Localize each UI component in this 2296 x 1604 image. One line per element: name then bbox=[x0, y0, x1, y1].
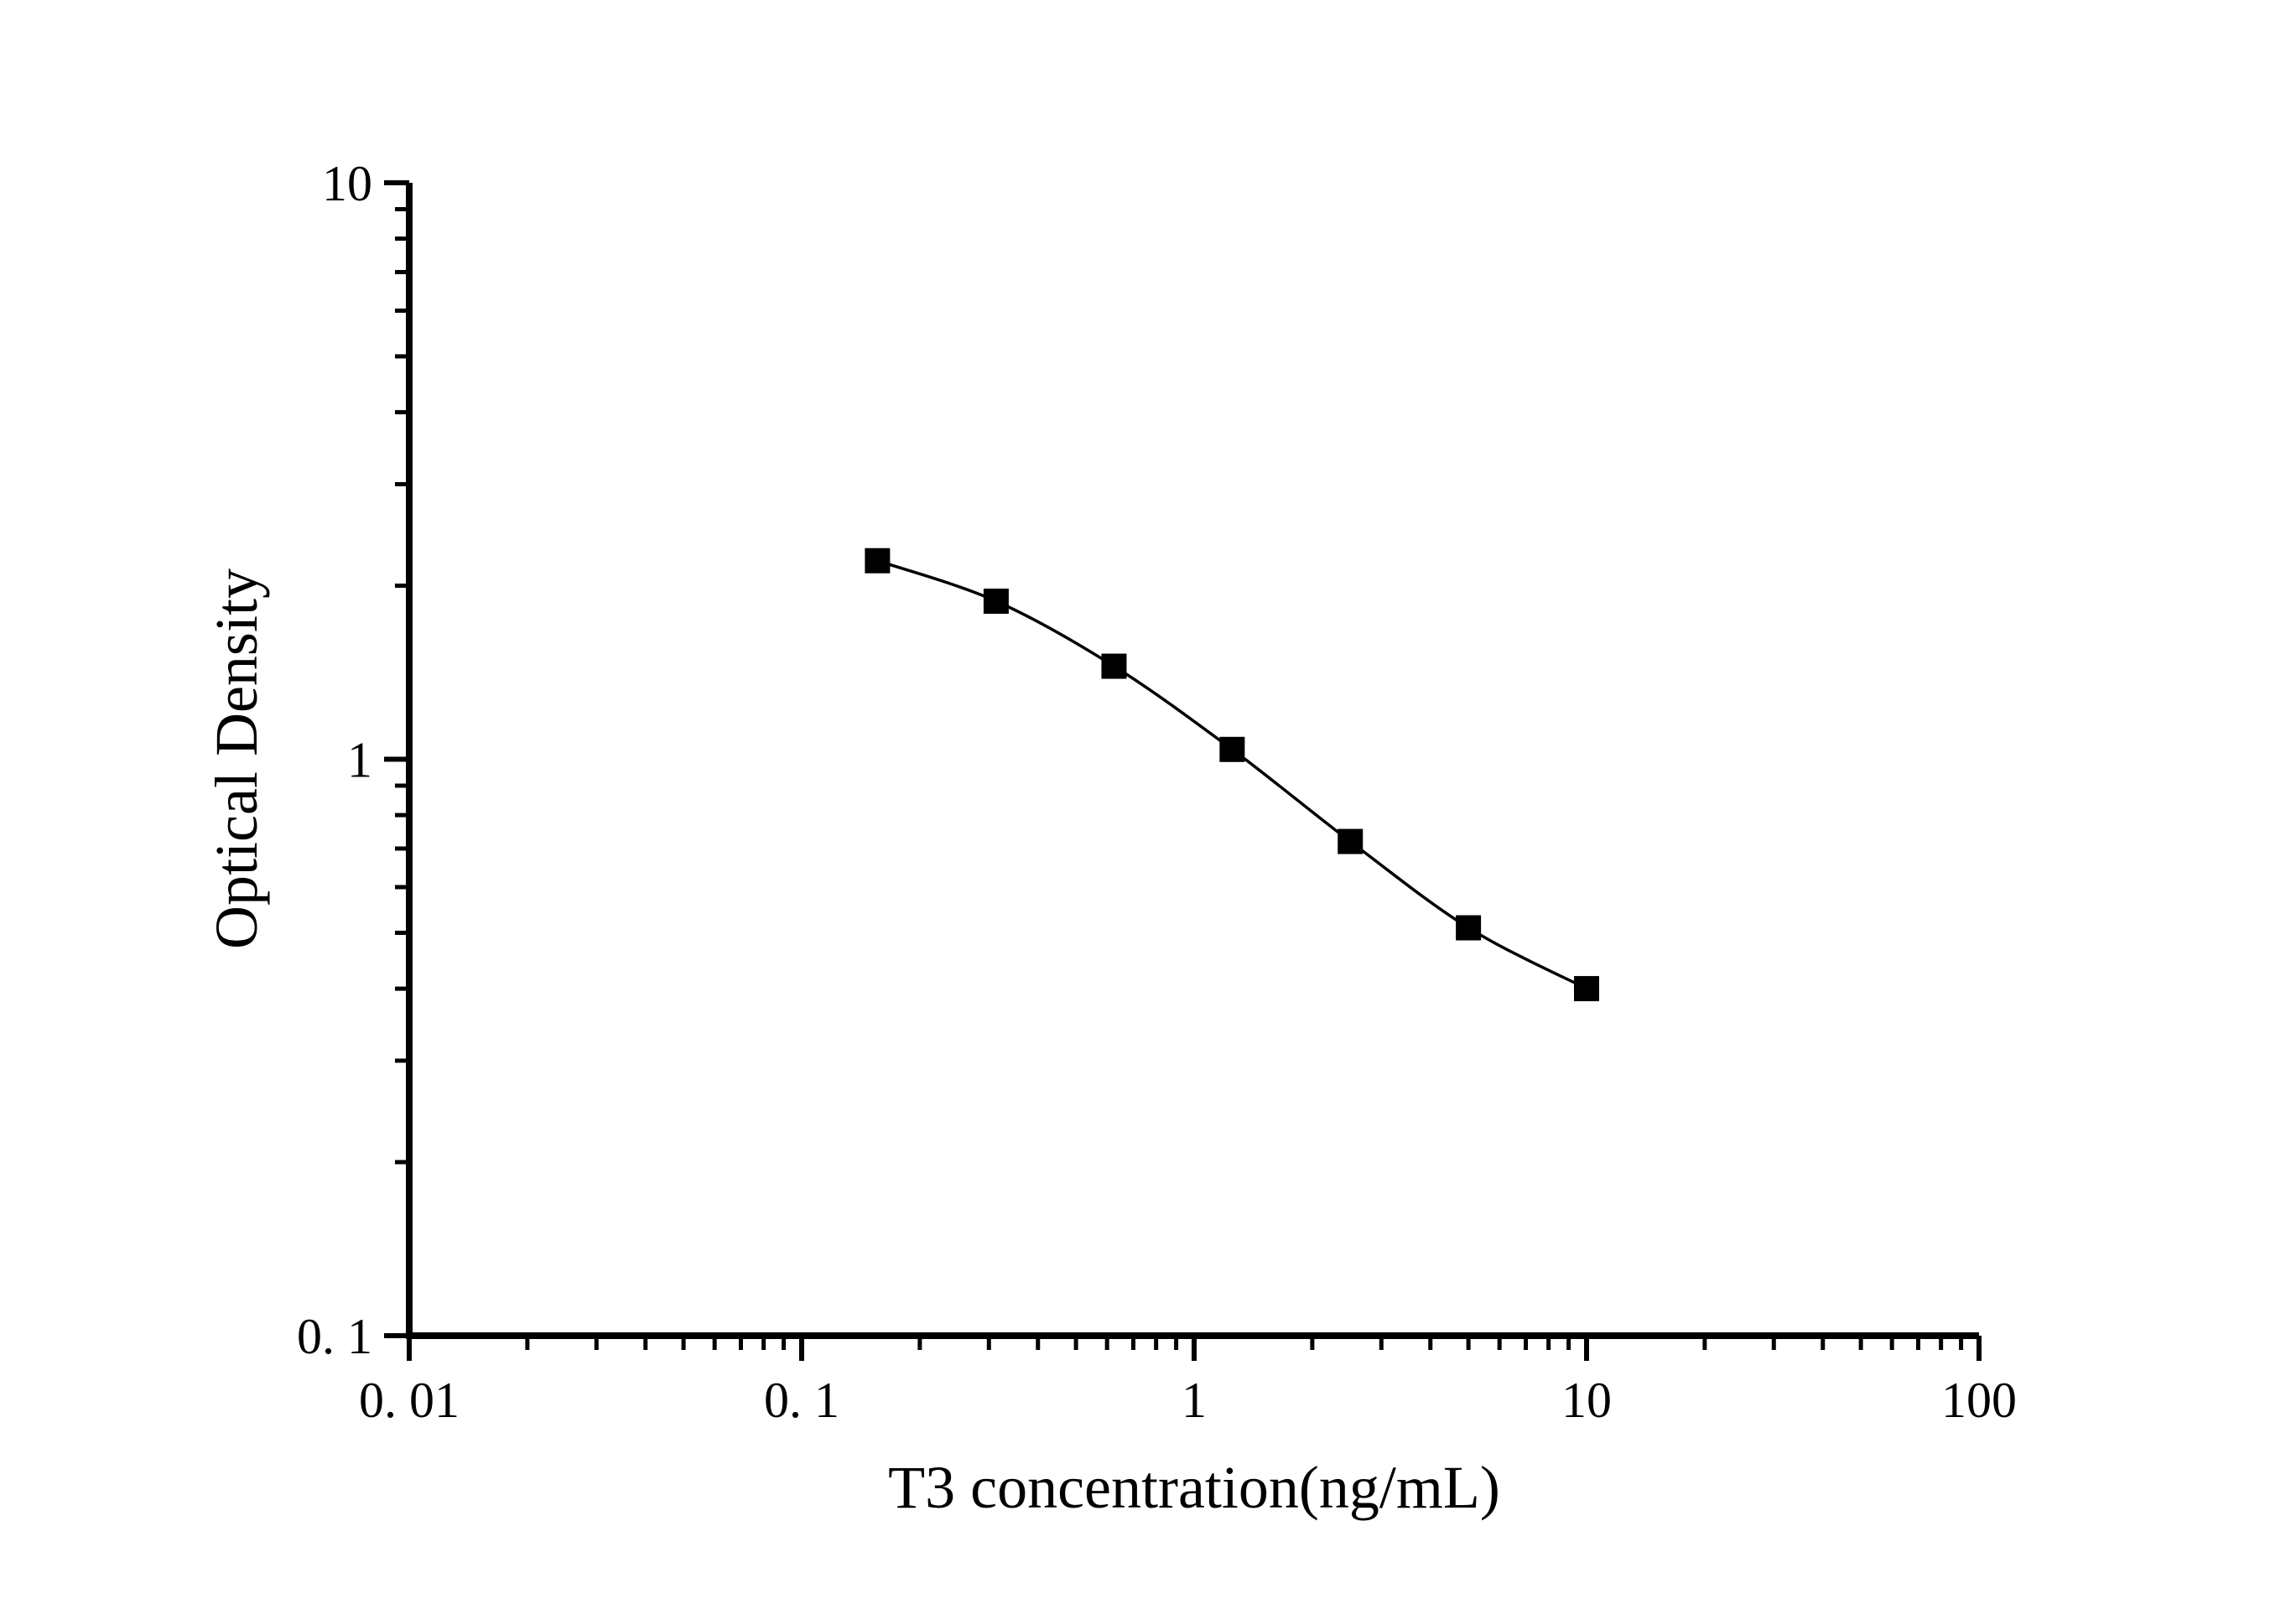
data-series bbox=[865, 548, 1599, 1002]
data-point-marker bbox=[1574, 976, 1599, 1002]
axes: 0. 01 0. 1 1 10 100 0. 1 1 10 bbox=[297, 156, 2017, 1428]
data-point-marker bbox=[1338, 828, 1364, 854]
x-axis-title: T3 concentration(ng/mL) bbox=[888, 1454, 1500, 1521]
x-tick-label: 0. 01 bbox=[359, 1373, 460, 1428]
data-point-marker bbox=[865, 548, 891, 574]
data-point-marker bbox=[1456, 915, 1482, 941]
x-tick-label: 10 bbox=[1561, 1373, 1612, 1428]
y-axis-title: Optical Density bbox=[203, 568, 270, 949]
x-tick-label: 0. 1 bbox=[764, 1373, 839, 1428]
x-tick-label: 100 bbox=[1941, 1373, 2017, 1428]
data-point-marker bbox=[1219, 736, 1245, 762]
y-tick-label: 10 bbox=[322, 156, 372, 211]
data-point-marker bbox=[983, 589, 1009, 615]
x-tick-label: 1 bbox=[1182, 1373, 1207, 1428]
y-tick-label: 1 bbox=[347, 733, 372, 788]
data-point-marker bbox=[1101, 653, 1127, 679]
y-tick-label: 0. 1 bbox=[297, 1309, 372, 1364]
